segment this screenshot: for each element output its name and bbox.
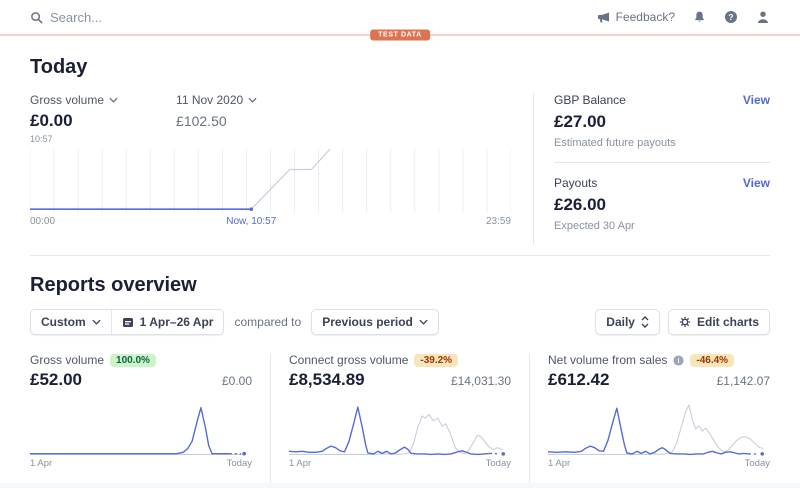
feedback-label: Feedback? — [615, 10, 675, 24]
chevron-down-icon — [248, 97, 257, 103]
axis-start-label: 1 Apr — [289, 458, 312, 469]
gross-volume-label: Gross volume — [30, 93, 105, 107]
search-icon — [31, 11, 43, 23]
today-side-panel: GBP Balance View £27.00 Estimated future… — [533, 93, 770, 245]
sparkline-chart — [548, 404, 770, 456]
card-compare-value: £0.00 — [221, 374, 252, 388]
today-section: Gross volume £0.00 10:57 11 Nov 2020 — [30, 93, 770, 245]
edit-charts-button[interactable]: Edit charts — [667, 309, 770, 335]
chevron-down-icon — [109, 97, 118, 103]
axis-start-label: 1 Apr — [548, 458, 571, 469]
compare-option-label: Previous period — [322, 315, 413, 329]
interval-select[interactable]: Daily — [595, 309, 660, 335]
gbp-balance-view-link[interactable]: View — [742, 93, 770, 107]
card-compare-value: £14,031.30 — [450, 374, 511, 388]
card-title: Connect gross volume — [289, 353, 409, 367]
reports-section-title: Reports overview — [30, 274, 197, 296]
dashboard-main: Today Gross volume £0.00 10:57 11 Nov 2 — [0, 56, 800, 488]
search-input[interactable]: Search... — [30, 10, 597, 25]
compared-to-text: compared to — [234, 315, 302, 329]
section-divider — [30, 255, 770, 256]
card-value: £8,534.89 — [289, 370, 365, 389]
change-badge: -39.2% — [414, 353, 459, 367]
gross-volume-dropdown[interactable]: Gross volume — [30, 93, 118, 107]
gbp-balance-value: £27.00 — [554, 112, 606, 131]
gbp-balance-block: GBP Balance View £27.00 Estimated future… — [554, 93, 770, 162]
axis-now-label: Now, 10:57 — [226, 216, 277, 227]
date-range-control: Custom 1 Apr–26 Apr — [30, 309, 225, 335]
card-value: £612.42 — [548, 370, 610, 389]
today-chart-svg — [30, 149, 511, 213]
payouts-caption: Expected 30 Apr — [554, 220, 635, 232]
megaphone-icon — [597, 11, 609, 23]
today-chart-panel: Gross volume £0.00 10:57 11 Nov 2020 — [30, 93, 533, 245]
info-icon[interactable]: i — [673, 354, 684, 366]
payouts-label: Payouts — [554, 176, 598, 190]
svg-text:?: ? — [728, 12, 733, 22]
chevron-down-icon — [419, 319, 428, 325]
today-chart: 00:00 Now, 10:57 23:59 — [30, 149, 511, 229]
gear-icon — [679, 316, 691, 328]
sparkline-chart — [289, 404, 511, 456]
feedback-button[interactable]: Feedback? — [597, 10, 675, 24]
axis-start-label: 1 Apr — [30, 458, 53, 469]
axis-start-label: 00:00 — [30, 216, 56, 227]
test-data-badge: TEST DATA — [370, 29, 430, 41]
help-icon: ? — [725, 11, 737, 23]
payouts-view-link[interactable]: View — [742, 176, 770, 190]
axis-end-label: Today — [226, 458, 252, 469]
help-button[interactable]: ? — [724, 10, 738, 24]
change-badge: -46.4% — [690, 353, 735, 367]
card-compare-value: £1,142.07 — [716, 374, 770, 388]
gross-volume-value: £0.00 — [30, 111, 73, 130]
card-title: Gross volume — [30, 353, 105, 367]
today-section-title: Today — [30, 56, 88, 78]
edit-charts-label: Edit charts — [696, 315, 759, 329]
card-value: £52.00 — [30, 370, 82, 389]
reports-filters: Custom 1 Apr–26 Apr compared to Previous… — [30, 309, 770, 335]
axis-end-label: 23:59 — [485, 216, 511, 227]
gross-volume-stat: Gross volume £0.00 10:57 — [30, 93, 118, 144]
account-button[interactable] — [756, 10, 770, 24]
axis-end-label: Today — [744, 458, 770, 469]
date-range-label: 1 Apr–26 Apr — [139, 315, 214, 329]
test-mode-strip: TEST DATA — [0, 29, 800, 41]
gbp-balance-label: GBP Balance — [554, 93, 626, 107]
user-icon — [757, 11, 769, 23]
notifications-button[interactable] — [693, 10, 706, 24]
comparison-value: £102.50 — [176, 113, 227, 129]
card-title: Net volume from sales — [548, 353, 668, 367]
gross-volume-time: 10:57 — [30, 134, 53, 144]
svg-text:i: i — [678, 356, 680, 365]
report-card-connect-gross-volume: Connect gross volume -39.2% £8,534.89 £1… — [270, 353, 529, 488]
calendar-icon — [122, 318, 133, 327]
comparison-date-label: 11 Nov 2020 — [176, 93, 244, 107]
next-section-edge — [0, 483, 800, 488]
search-placeholder: Search... — [50, 9, 103, 25]
range-type-dropdown[interactable]: Custom — [31, 310, 111, 334]
payouts-value: £26.00 — [554, 195, 606, 214]
payouts-block: Payouts View £26.00 Expected 30 Apr — [554, 162, 770, 245]
report-card-net-volume-from-sales: Net volume from sales i -46.4% £612.42 £… — [529, 353, 770, 488]
axis-end-label: Today — [485, 458, 511, 469]
chevron-down-icon — [92, 319, 101, 325]
sparkline-chart — [30, 404, 252, 456]
compare-option-dropdown[interactable]: Previous period — [311, 309, 439, 335]
change-badge: 100.0% — [110, 353, 156, 367]
bell-icon — [695, 11, 704, 22]
gbp-balance-caption: Estimated future payouts — [554, 137, 676, 149]
comparison-date-dropdown[interactable]: 11 Nov 2020 — [176, 93, 257, 107]
report-cards-row: Gross volume 100.0% £52.00 £0.00 1 Apr T… — [30, 353, 770, 488]
comparison-stat: 11 Nov 2020 £102.50 — [176, 93, 257, 144]
top-navbar: Search... Feedback? ? — [0, 0, 800, 34]
date-range-button[interactable]: 1 Apr–26 Apr — [110, 310, 224, 334]
range-type-label: Custom — [41, 315, 86, 329]
interval-label: Daily — [606, 315, 635, 329]
updown-arrows-icon — [641, 316, 649, 328]
report-card-gross-volume: Gross volume 100.0% £52.00 £0.00 1 Apr T… — [30, 353, 270, 488]
